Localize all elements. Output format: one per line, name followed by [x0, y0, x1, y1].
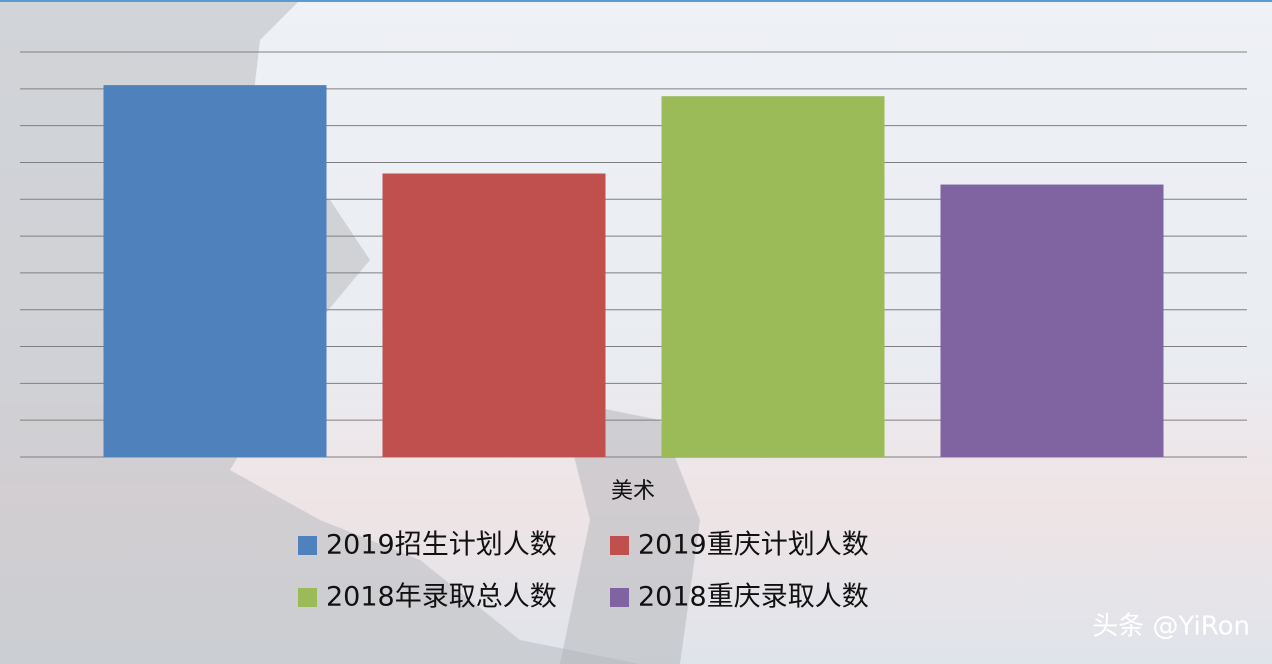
legend-label: 2019重庆计划人数 — [638, 530, 869, 561]
bar — [661, 96, 885, 457]
legend-swatch — [298, 536, 317, 555]
legend-swatch — [298, 588, 317, 607]
x-category-label: 美术 — [611, 479, 655, 504]
legend-label: 2018重庆录取人数 — [638, 582, 869, 613]
legend-swatch — [610, 588, 629, 607]
legend-label: 2018年录取总人数 — [326, 582, 557, 613]
background-silhouette — [560, 400, 700, 664]
watermark: 头条 @YiRon — [1092, 612, 1250, 642]
legend-label: 2019招生计划人数 — [326, 530, 557, 561]
bar — [382, 173, 606, 457]
bar — [103, 85, 327, 458]
legend-swatch — [610, 536, 629, 555]
bar — [940, 184, 1164, 457]
